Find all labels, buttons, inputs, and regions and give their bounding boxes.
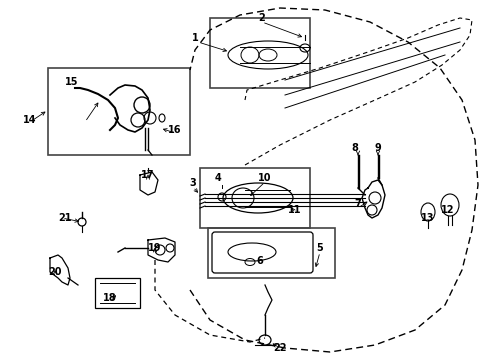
Text: 9: 9 (374, 143, 381, 153)
Text: 12: 12 (440, 205, 454, 215)
Text: 13: 13 (420, 213, 434, 223)
Bar (207, 228, 334, 278)
Text: 5: 5 (316, 243, 323, 253)
Text: 22: 22 (273, 343, 286, 353)
Text: 14: 14 (23, 115, 37, 125)
Text: 11: 11 (287, 205, 301, 215)
Text: 15: 15 (65, 77, 79, 87)
Bar (95, 278, 140, 308)
Bar (200, 168, 309, 228)
Text: 1: 1 (191, 33, 198, 43)
Text: 6: 6 (256, 256, 263, 266)
Text: 17: 17 (141, 170, 154, 180)
Text: 19: 19 (148, 243, 162, 253)
Text: 4: 4 (214, 173, 221, 183)
Text: 3: 3 (189, 178, 196, 188)
Bar (209, 18, 309, 88)
Text: 16: 16 (168, 125, 182, 135)
Text: 21: 21 (58, 213, 72, 223)
Text: 10: 10 (258, 173, 271, 183)
Text: 18: 18 (103, 293, 117, 303)
Text: 8: 8 (351, 143, 358, 153)
Bar (48, 68, 190, 155)
Text: 20: 20 (48, 267, 61, 277)
Text: 7: 7 (354, 199, 361, 209)
Text: 2: 2 (258, 13, 265, 23)
